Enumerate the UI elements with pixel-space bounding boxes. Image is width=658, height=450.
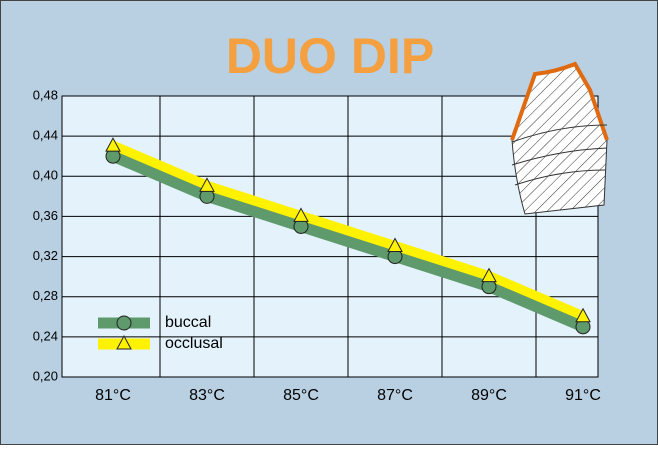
y-tick-label: 0,32 (33, 248, 58, 263)
marker (116, 315, 132, 331)
legend-label: occlusal (165, 335, 223, 352)
marker (199, 177, 215, 192)
marker (481, 267, 497, 283)
y-tick-label: 0,28 (33, 288, 58, 303)
chart-title: DUO DIP (226, 28, 434, 84)
y-tick-label: 0,48 (33, 87, 58, 102)
legend-label: buccal (165, 314, 211, 331)
y-tick-label: 0,44 (33, 128, 58, 143)
y-tick-label: 0,36 (33, 208, 58, 223)
y-tick-label: 0,24 (33, 328, 58, 343)
series-line (110, 151, 586, 332)
y-tick-label: 0,20 (33, 368, 58, 383)
x-tick-label: 83°C (189, 387, 225, 404)
marker (105, 137, 121, 152)
marker (293, 207, 309, 222)
x-tick-label: 91°C (565, 387, 601, 404)
marker (116, 334, 132, 350)
y-tick-label: 0,40 (33, 168, 58, 183)
x-tick-label: 85°C (283, 387, 319, 404)
marker (387, 237, 403, 253)
series-line (110, 141, 586, 322)
tooth-illustration (510, 61, 609, 215)
x-tick-label: 89°C (471, 387, 507, 404)
x-tick-label: 81°C (95, 387, 131, 404)
marker (575, 307, 591, 323)
x-tick-label: 87°C (377, 387, 413, 404)
